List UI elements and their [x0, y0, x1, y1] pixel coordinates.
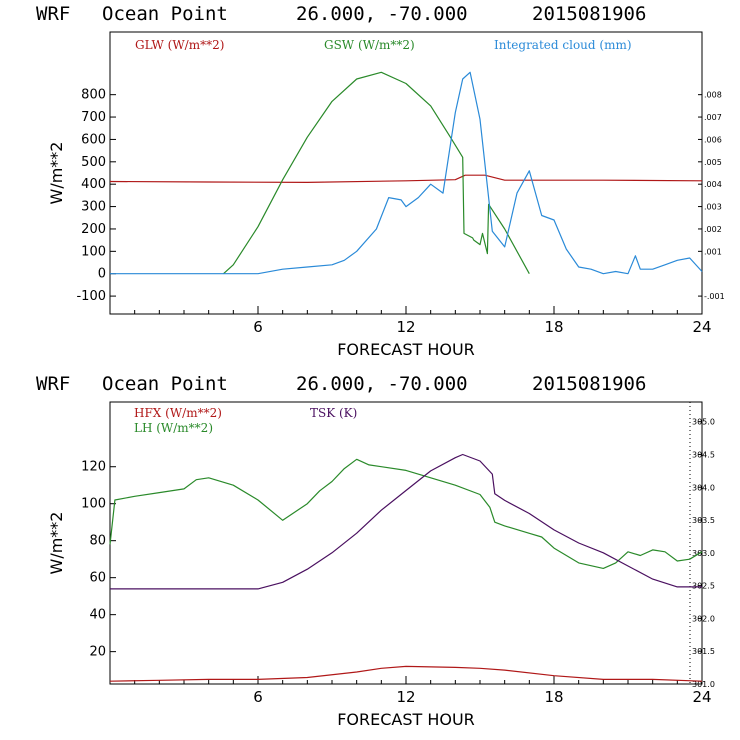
p1-y-tick-label: -100	[76, 289, 106, 304]
p2-series	[109, 453, 703, 682]
p2-y-axis: 20 40 60 80 100 120	[81, 460, 116, 660]
p2-y-tick-label: 80	[89, 534, 106, 549]
p1-line-glw	[109, 174, 703, 183]
p1-y2-tick-label: .006	[704, 135, 722, 144]
p1-y2-tick-label: .004	[704, 180, 722, 189]
p2-legend-lh: LH (W/m**2)	[134, 421, 213, 435]
p1-header-coords: 26.000, -70.000	[296, 3, 468, 25]
p2-x-tick-label: 12	[396, 688, 415, 706]
p1-header-model: WRF	[36, 3, 70, 25]
panel-2: WRF Ocean Point 26.000, -70.000 20150819…	[36, 373, 715, 729]
p2-y2-tick-label: 302.0	[692, 614, 715, 623]
p1-y2-tick-label: .007	[704, 113, 722, 122]
p1-x-tick-label: 24	[692, 318, 711, 336]
p1-y2-tick-label: .002	[704, 225, 722, 234]
p2-header-coords: 26.000, -70.000	[296, 373, 468, 395]
p1-y2-axis: -.001 .001 .002 .003 .004 .005 .006 .007 .008	[698, 91, 725, 301]
p2-header-date: 2015081906	[532, 373, 646, 395]
p2-header-model: WRF	[36, 373, 70, 395]
p1-y-tick-label: 500	[81, 155, 106, 170]
p2-y2-tick-label: 302.5	[692, 582, 715, 591]
p1-y-tick-label: 700	[81, 110, 106, 125]
p2-y2-tick-label: 304.5	[692, 450, 715, 459]
p1-line-integrated-cloud	[110, 71, 703, 275]
p2-plot-frame	[109, 401, 703, 685]
panel-1: WRF Ocean Point 26.000, -70.000 20150819…	[36, 3, 725, 359]
p2-line-tsk	[110, 453, 702, 590]
p2-y2-tick-label: 304.0	[692, 483, 715, 492]
p1-y-tick-label: 800	[81, 88, 106, 103]
p1-x-tick-label: 18	[544, 318, 563, 336]
p2-y-axis-label: W/m**2	[47, 512, 66, 575]
p2-y2-tick-label: 301.5	[692, 647, 715, 656]
p1-header-location: Ocean Point	[102, 3, 228, 25]
p1-legend-cloud: Integrated cloud (mm)	[494, 38, 632, 52]
p1-y-tick-label: 600	[81, 132, 106, 147]
p1-y2-tick-label: .005	[704, 158, 722, 167]
p1-y-tick-label: 300	[81, 200, 106, 215]
p2-line-lh	[109, 458, 703, 570]
p1-y-tick-label: 0	[98, 267, 106, 282]
p1-y2-tick-label: .008	[704, 91, 722, 100]
p2-y2-tick-label: 305.0	[692, 418, 715, 427]
p1-y-tick-label: 400	[81, 177, 106, 192]
p1-y-axis: -100 0 100 200 300 400 500 600 700 800	[76, 88, 116, 304]
p1-series	[109, 71, 703, 275]
p1-y-tick-label: 200	[81, 222, 106, 237]
p1-y-axis-label: W/m**2	[47, 142, 66, 205]
p2-x-axis: 6 12 18 24	[134, 676, 712, 706]
p1-y2-tick-label: .001	[704, 247, 722, 256]
p2-line-hfx	[109, 665, 703, 682]
p2-y2-axis: 301.0 301.5 302.0 302.5 303.0 303.5 304.0 304.5…	[692, 418, 715, 689]
p1-x-axis: 6 12 18 24	[134, 306, 712, 336]
p1-x-tick-label: 6	[253, 318, 263, 336]
p2-y2-tick-label: 303.0	[692, 549, 715, 558]
p1-x-tick-label: 12	[396, 318, 415, 336]
p2-x-axis-label: FORECAST HOUR	[337, 710, 475, 729]
p2-x-tick-label: 24	[692, 688, 711, 706]
p2-header-location: Ocean Point	[102, 373, 228, 395]
p1-y-tick-label: 100	[81, 244, 106, 259]
p2-legend-tsk: TSK (K)	[310, 406, 357, 420]
p1-header-date: 2015081906	[532, 3, 646, 25]
p2-y2-tick-label: 301.0	[692, 680, 715, 689]
p2-y-tick-label: 100	[81, 497, 106, 512]
p2-x-tick-label: 6	[253, 688, 263, 706]
p1-x-axis-label: FORECAST HOUR	[337, 340, 475, 359]
p2-y-tick-label: 20	[89, 645, 106, 660]
p2-y2-tick-label: 303.5	[692, 516, 715, 525]
p2-y-tick-label: 120	[81, 460, 106, 475]
p1-line-gsw	[223, 71, 530, 275]
p1-legend-gsw: GSW (W/m**2)	[324, 38, 415, 52]
p1-y2-tick-label: -.001	[704, 292, 725, 301]
p2-x-tick-label: 18	[544, 688, 563, 706]
p1-legend-glw: GLW (W/m**2)	[135, 38, 224, 52]
p2-legend-hfx: HFX (W/m**2)	[134, 406, 222, 420]
p1-y2-tick-label: .003	[704, 203, 722, 212]
p2-y-tick-label: 40	[89, 608, 106, 623]
p2-y-tick-label: 60	[89, 571, 106, 586]
